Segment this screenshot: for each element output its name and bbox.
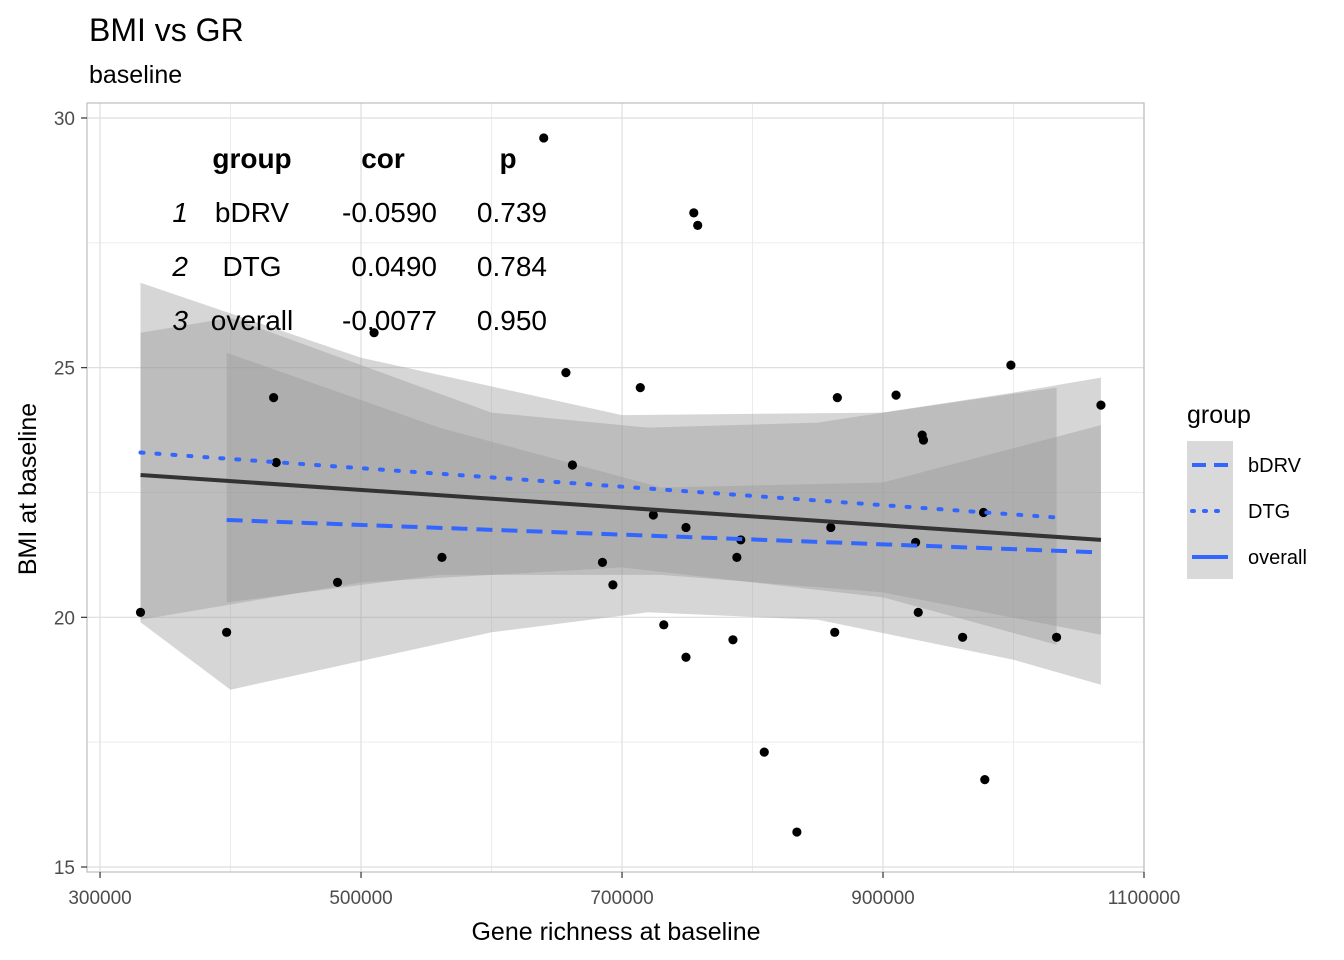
data-point [918, 435, 929, 445]
y-axis-title: BMI at baseline [14, 403, 42, 575]
table-header-cor: cor [361, 143, 405, 174]
table-cell-group: DTG [222, 251, 281, 282]
chart-subtitle: baseline [89, 61, 182, 89]
correlation-table: group cor p 1 bDRV -0.0590 0.739 2 DTG 0.0490 0.78… [171, 143, 547, 336]
x-axis-title: Gene richness at baseline [471, 918, 760, 946]
data-point [539, 133, 549, 143]
grid-minor [87, 103, 1144, 872]
data-point [689, 208, 699, 218]
legend-label-overall: overall [1248, 547, 1307, 569]
data-point [608, 580, 618, 590]
table-cell-p: 0.950 [477, 305, 547, 336]
data-point [681, 522, 691, 533]
table-header-group: group [212, 143, 291, 174]
data-point [830, 627, 840, 637]
data-point [958, 632, 968, 642]
data-point [1096, 400, 1106, 410]
data-point [437, 552, 447, 563]
x-tick-label: 700000 [590, 888, 653, 909]
data-point [732, 552, 742, 563]
y-tick-label: 15 [54, 858, 75, 879]
x-tick-label: 900000 [851, 888, 914, 909]
table-cell-group: bDRV [215, 197, 290, 228]
data-point [1051, 632, 1062, 642]
trend-lines [138, 450, 1102, 555]
data-point [759, 747, 769, 757]
y-tick-label: 25 [54, 359, 75, 380]
legend-title: group [1187, 401, 1251, 429]
y-tick-label: 30 [54, 109, 75, 130]
table-header-p: p [499, 143, 516, 174]
panel-border [86, 102, 1145, 873]
table-cell-p: 0.784 [477, 251, 547, 282]
confidence-band-bDRV [226, 352, 1101, 635]
data-points [135, 133, 1106, 837]
data-point [913, 607, 923, 617]
table-row-index: 3 [172, 305, 188, 336]
legend: group bDRV DTG overall [1187, 401, 1307, 579]
data-point [681, 652, 691, 662]
confidence-band-overall [140, 317, 1101, 690]
data-point [648, 510, 658, 520]
data-point [826, 522, 836, 533]
data-point [980, 775, 990, 785]
data-point [271, 457, 281, 468]
data-point [222, 627, 232, 637]
data-point [891, 390, 901, 400]
x-tick-label: 500000 [329, 888, 392, 909]
data-point [561, 368, 571, 378]
y-axis: 15 20 25 30 [54, 109, 87, 879]
table-cell-group: overall [211, 305, 293, 336]
data-point [792, 827, 802, 837]
table-cell-p: 0.739 [477, 197, 547, 228]
table-cell-cor: 0.0490 [351, 251, 437, 282]
data-point [659, 620, 669, 630]
legend-label-DTG: DTG [1248, 501, 1290, 523]
data-point [567, 460, 578, 470]
trend-line-overall [140, 473, 1102, 542]
table-cell-cor: -0.0077 [342, 305, 437, 336]
data-point [269, 393, 279, 403]
data-point [728, 635, 738, 645]
data-point [332, 577, 343, 587]
data-point [978, 507, 989, 518]
chart-title: BMI vs GR [89, 12, 244, 48]
data-point [597, 557, 608, 568]
data-point [1006, 360, 1016, 370]
x-axis: 300000 500000 700000 900000 1100000 [68, 872, 1180, 909]
data-point [693, 220, 703, 230]
legend-label-bDRV: bDRV [1248, 455, 1302, 477]
trend-line-bDRV [226, 517, 1102, 555]
data-point [832, 393, 842, 403]
table-cell-cor: -0.0590 [342, 197, 437, 228]
y-tick-label: 20 [54, 608, 75, 629]
table-row-index: 1 [172, 197, 188, 228]
data-point [369, 328, 379, 338]
table-row-index: 2 [171, 251, 188, 282]
data-point [135, 607, 146, 617]
data-point [635, 383, 645, 393]
confidence-band-DTG [140, 282, 1057, 645]
confidence-bands [140, 282, 1101, 690]
x-tick-label: 1100000 [1108, 888, 1181, 909]
x-tick-label: 300000 [68, 888, 131, 909]
